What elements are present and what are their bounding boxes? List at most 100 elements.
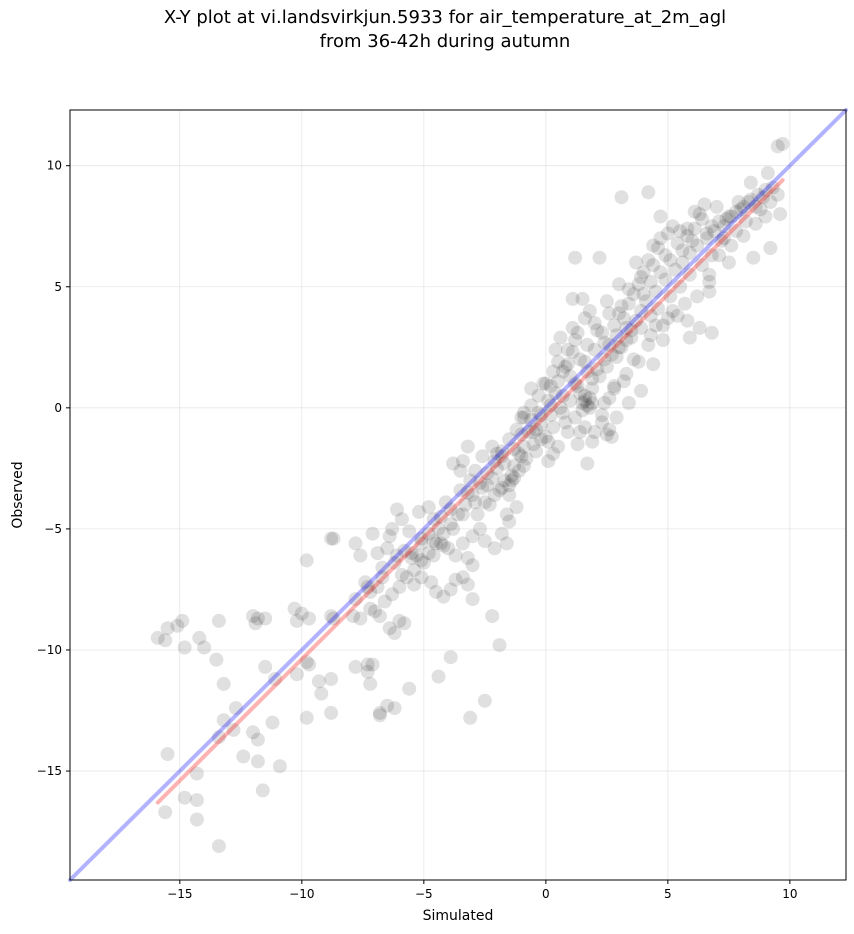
- scatter-point: [597, 396, 612, 410]
- y-tick-label: 10: [47, 159, 62, 173]
- scatter-point: [558, 415, 573, 430]
- scatter-point: [209, 652, 224, 667]
- scatter-point: [507, 442, 522, 456]
- scatter-point: [616, 374, 631, 389]
- scatter-point: [189, 766, 204, 781]
- scatter-point: [516, 405, 531, 420]
- scatter-point: [746, 250, 761, 265]
- scatter-point: [763, 195, 778, 209]
- scatter-point: [453, 463, 468, 478]
- scatter-point: [634, 270, 648, 285]
- scatter-point: [663, 289, 678, 304]
- scatter-point: [407, 577, 422, 592]
- scatter-point: [636, 287, 651, 301]
- scatter-point: [414, 553, 429, 568]
- scatter-point: [609, 350, 624, 364]
- scatter-point: [372, 609, 387, 624]
- scatter-point: [653, 265, 668, 280]
- scatter-point: [177, 790, 192, 805]
- scatter-point: [177, 640, 192, 655]
- scatter-point: [607, 381, 622, 396]
- scatter-point: [226, 722, 241, 737]
- scatter-point: [524, 398, 539, 413]
- scatter-point: [409, 548, 424, 563]
- scatter-point: [246, 725, 260, 740]
- scatter-point: [302, 657, 317, 672]
- y-axis-label: Observed: [10, 461, 26, 528]
- scatter-point: [582, 304, 597, 318]
- scatter-point: [397, 616, 412, 631]
- scatter-point: [158, 805, 173, 820]
- scatter-point: [372, 708, 387, 723]
- scatter-point: [577, 311, 592, 326]
- scatter-point: [599, 294, 614, 309]
- fit-line: [155, 178, 785, 805]
- scatter-point: [485, 439, 500, 454]
- y-tick-label: −10: [37, 643, 62, 657]
- scatter-point: [692, 207, 707, 222]
- scatter-point: [699, 231, 714, 246]
- scatter-point: [653, 209, 668, 224]
- scatter-point: [250, 732, 265, 747]
- scatter-point: [492, 483, 507, 498]
- scatter-point: [568, 250, 583, 265]
- scatter-point: [565, 320, 580, 335]
- scatter-point: [324, 705, 339, 720]
- scatter-point: [634, 320, 648, 335]
- scatter-point: [299, 655, 314, 670]
- scatter-point: [387, 626, 402, 640]
- scatter-point: [736, 199, 751, 214]
- scatter-point: [614, 299, 629, 314]
- scatter-point: [582, 400, 597, 415]
- scatter-point: [499, 536, 514, 551]
- scatter-point: [170, 618, 185, 633]
- scatter-point: [690, 289, 705, 304]
- scatter-point: [324, 609, 339, 624]
- y-tick-label: 5: [54, 280, 62, 294]
- scatter-point: [365, 657, 380, 672]
- scatter-point: [487, 541, 502, 556]
- scatter-point: [448, 548, 463, 563]
- scatter-point: [704, 325, 719, 340]
- scatter-point: [436, 589, 451, 604]
- scatter-point: [580, 337, 595, 352]
- scatter-point: [460, 439, 475, 454]
- scatter-point: [465, 488, 480, 502]
- scatter-point: [743, 192, 758, 207]
- scatter-point: [573, 386, 587, 401]
- scatter-point: [502, 514, 517, 529]
- scatter-point: [499, 507, 514, 522]
- scatter-point: [370, 546, 385, 561]
- scatter-point: [729, 224, 744, 239]
- scatter-point: [402, 681, 417, 696]
- axis-ticks: −15 −10 −5 0 5 10 −15 −10 −5 0 5 10: [37, 159, 798, 901]
- scatter-point: [463, 710, 478, 725]
- scatter-point: [429, 536, 443, 551]
- scatter-point: [714, 233, 729, 248]
- scatter-point: [477, 693, 492, 708]
- scatter-point: [631, 354, 646, 369]
- scatter-point: [573, 352, 587, 367]
- scatter-point: [516, 458, 531, 473]
- scatter-point: [509, 422, 524, 437]
- scatter-point: [575, 291, 590, 306]
- scatter-point: [502, 432, 517, 447]
- scatter-point: [580, 398, 595, 413]
- scatter-point: [465, 592, 480, 607]
- scatter-point: [494, 449, 509, 464]
- scatter-point: [516, 410, 531, 425]
- scatter-point: [514, 410, 529, 425]
- scatter-point: [360, 580, 375, 594]
- scatter-point: [443, 650, 458, 665]
- scatter-point: [609, 410, 624, 425]
- scatter-point: [763, 241, 778, 255]
- scatter-point: [624, 330, 639, 345]
- scatter-point: [773, 207, 788, 222]
- scatter-point: [734, 202, 749, 217]
- scatter-point: [577, 420, 592, 435]
- scatter-point: [570, 325, 585, 340]
- scatter-point: [555, 405, 570, 420]
- scatter-point: [451, 507, 465, 522]
- scatter-point: [529, 444, 544, 459]
- scatter-point: [612, 340, 627, 355]
